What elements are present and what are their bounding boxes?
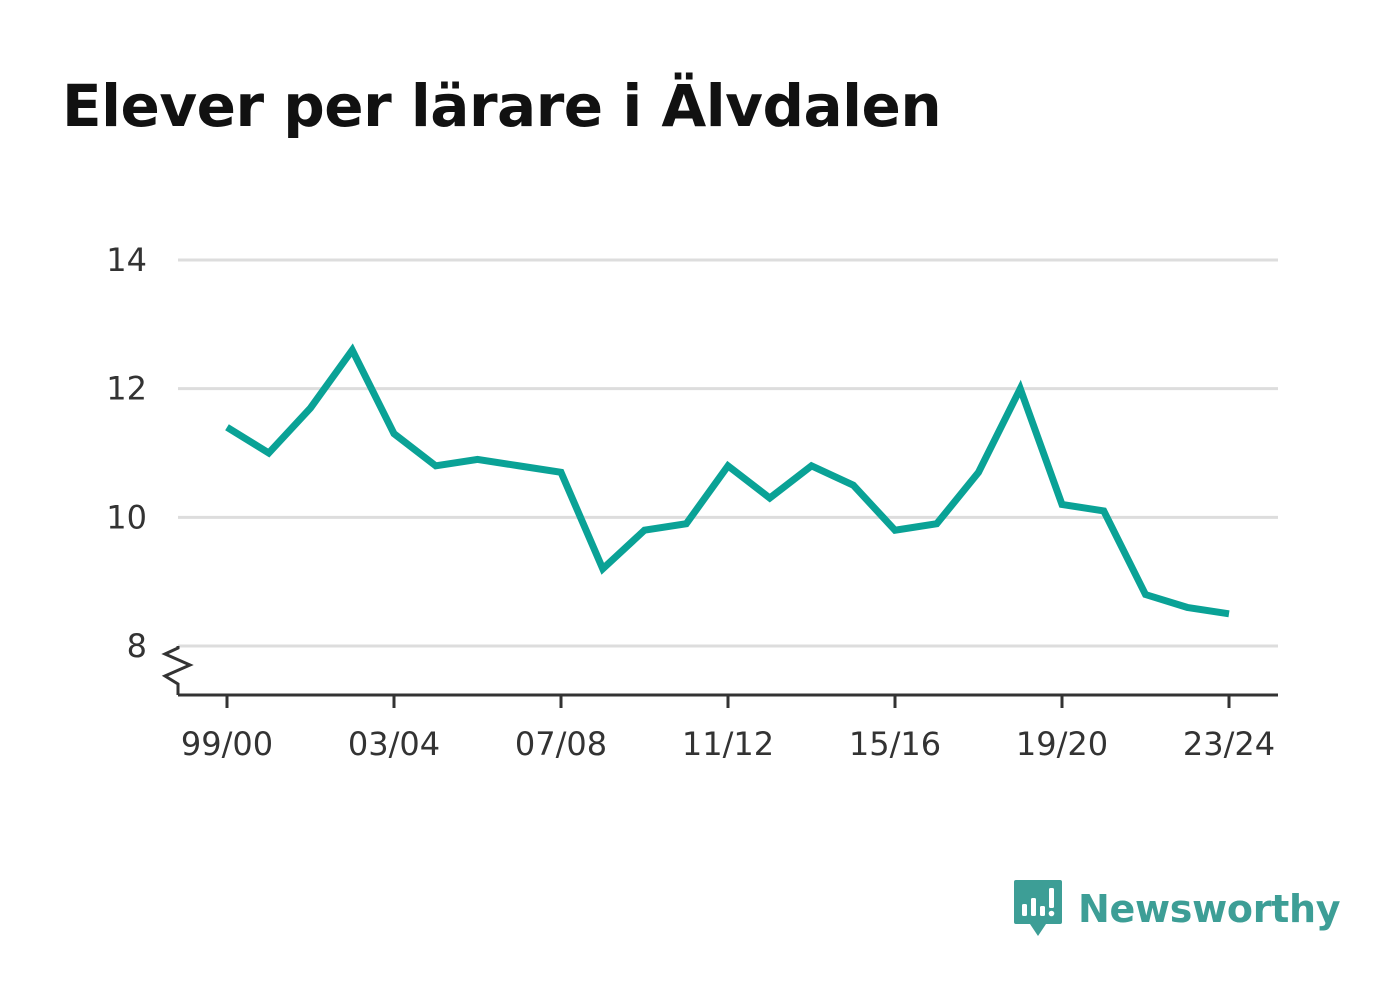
newsworthy-logo-icon	[1014, 880, 1062, 936]
x-tick-label: 07/08	[515, 725, 607, 763]
x-tick-label: 11/12	[682, 725, 774, 763]
axis-break-icon	[161, 646, 194, 695]
y-tick-label: 14	[106, 241, 147, 279]
series-line-group	[225, 343, 1230, 618]
grid-lines	[178, 258, 1278, 648]
x-axis	[161, 646, 1278, 708]
brand-name: Newsworthy	[1078, 887, 1341, 931]
y-axis-tick-labels: 8 10 12 14	[106, 241, 147, 665]
x-axis-tick-labels: 99/00 03/04 07/08 11/12 15/16 19/20 23/24	[181, 725, 1275, 763]
y-tick-label: 10	[106, 498, 147, 536]
x-tick-label: 99/00	[181, 725, 273, 763]
chart-title: Elever per lärare i Älvdalen	[62, 72, 942, 140]
x-tick-label: 15/16	[849, 725, 941, 763]
newsworthy-brand: Newsworthy	[1012, 878, 1341, 940]
series-line	[225, 343, 1230, 618]
x-tick-label: 19/20	[1016, 725, 1108, 763]
y-tick-label: 12	[106, 370, 147, 408]
x-tick-label: 23/24	[1183, 725, 1275, 763]
y-tick-label: 8	[127, 627, 147, 665]
x-tick-label: 03/04	[348, 725, 440, 763]
